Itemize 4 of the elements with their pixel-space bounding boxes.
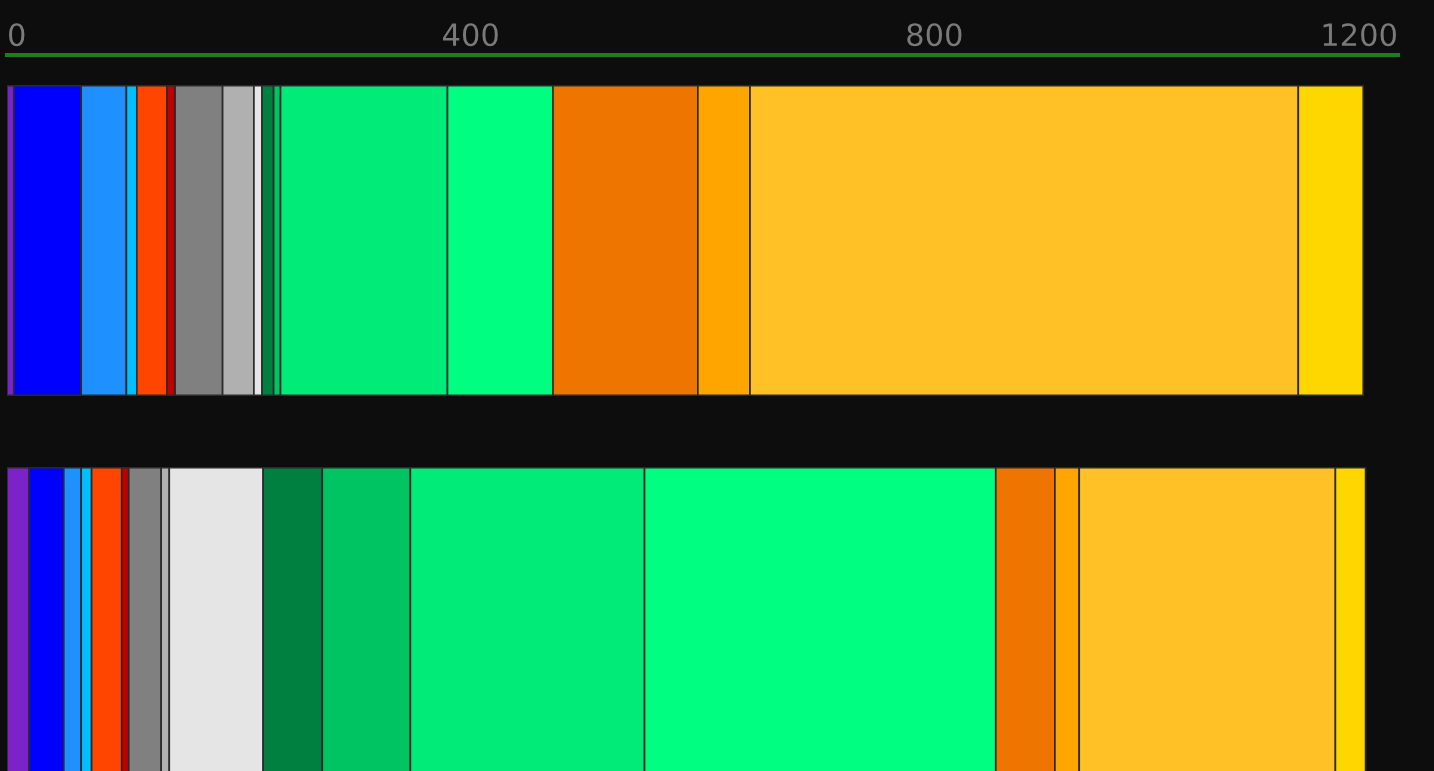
x-tick-label: 1200	[1323, 23, 1396, 47]
x-tick-label: 400	[443, 23, 498, 47]
x-tick-label: 0	[9, 23, 25, 47]
x-tick-label: 800	[907, 23, 962, 47]
